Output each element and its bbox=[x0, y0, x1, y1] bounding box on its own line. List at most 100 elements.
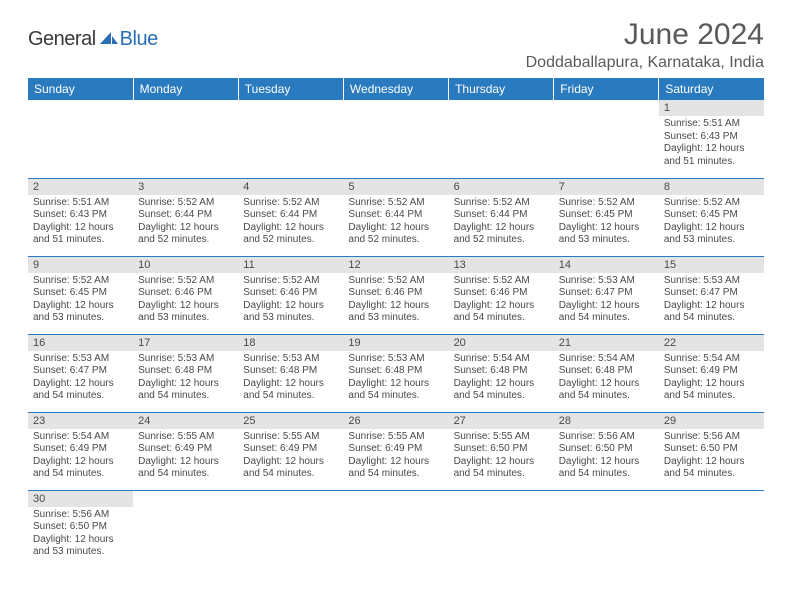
day-number: 19 bbox=[343, 335, 448, 351]
calendar-day-cell: 22Sunrise: 5:54 AMSunset: 6:49 PMDayligh… bbox=[659, 334, 764, 412]
day-number: 7 bbox=[554, 179, 659, 195]
day-number: 11 bbox=[238, 257, 343, 273]
brand-logo: General Blue bbox=[28, 18, 158, 51]
day-details: Sunrise: 5:54 AMSunset: 6:48 PMDaylight:… bbox=[449, 351, 554, 406]
day-details: Sunrise: 5:52 AMSunset: 6:46 PMDaylight:… bbox=[133, 273, 238, 328]
calendar-day-cell: 16Sunrise: 5:53 AMSunset: 6:47 PMDayligh… bbox=[28, 334, 133, 412]
calendar-day-cell: 3Sunrise: 5:52 AMSunset: 6:44 PMDaylight… bbox=[133, 178, 238, 256]
calendar-day-cell bbox=[554, 100, 659, 178]
page-header: General Blue June 2024 Doddaballapura, K… bbox=[28, 18, 764, 72]
calendar-week-row: 16Sunrise: 5:53 AMSunset: 6:47 PMDayligh… bbox=[28, 334, 764, 412]
day-details: Sunrise: 5:55 AMSunset: 6:50 PMDaylight:… bbox=[449, 429, 554, 484]
day-number: 15 bbox=[659, 257, 764, 273]
calendar-day-cell: 5Sunrise: 5:52 AMSunset: 6:44 PMDaylight… bbox=[343, 178, 448, 256]
logo-text-blue: Blue bbox=[120, 28, 158, 51]
day-details: Sunrise: 5:54 AMSunset: 6:48 PMDaylight:… bbox=[554, 351, 659, 406]
weekday-header: Sunday bbox=[28, 78, 133, 100]
calendar-day-cell: 30Sunrise: 5:56 AMSunset: 6:50 PMDayligh… bbox=[28, 490, 133, 568]
day-details: Sunrise: 5:56 AMSunset: 6:50 PMDaylight:… bbox=[554, 429, 659, 484]
calendar-day-cell bbox=[343, 490, 448, 568]
day-details: Sunrise: 5:52 AMSunset: 6:46 PMDaylight:… bbox=[238, 273, 343, 328]
calendar-day-cell: 11Sunrise: 5:52 AMSunset: 6:46 PMDayligh… bbox=[238, 256, 343, 334]
day-number: 9 bbox=[28, 257, 133, 273]
day-number: 22 bbox=[659, 335, 764, 351]
day-details: Sunrise: 5:52 AMSunset: 6:46 PMDaylight:… bbox=[343, 273, 448, 328]
day-number: 23 bbox=[28, 413, 133, 429]
calendar-day-cell bbox=[133, 100, 238, 178]
calendar-day-cell: 4Sunrise: 5:52 AMSunset: 6:44 PMDaylight… bbox=[238, 178, 343, 256]
calendar-day-cell bbox=[238, 100, 343, 178]
calendar-day-cell: 26Sunrise: 5:55 AMSunset: 6:49 PMDayligh… bbox=[343, 412, 448, 490]
day-details: Sunrise: 5:52 AMSunset: 6:44 PMDaylight:… bbox=[343, 195, 448, 250]
day-details: Sunrise: 5:54 AMSunset: 6:49 PMDaylight:… bbox=[28, 429, 133, 484]
day-details: Sunrise: 5:55 AMSunset: 6:49 PMDaylight:… bbox=[133, 429, 238, 484]
calendar-day-cell: 1Sunrise: 5:51 AMSunset: 6:43 PMDaylight… bbox=[659, 100, 764, 178]
day-details: Sunrise: 5:51 AMSunset: 6:43 PMDaylight:… bbox=[28, 195, 133, 250]
calendar-day-cell: 7Sunrise: 5:52 AMSunset: 6:45 PMDaylight… bbox=[554, 178, 659, 256]
day-details: Sunrise: 5:53 AMSunset: 6:47 PMDaylight:… bbox=[28, 351, 133, 406]
calendar-day-cell: 18Sunrise: 5:53 AMSunset: 6:48 PMDayligh… bbox=[238, 334, 343, 412]
day-details: Sunrise: 5:52 AMSunset: 6:45 PMDaylight:… bbox=[554, 195, 659, 250]
calendar-day-cell bbox=[554, 490, 659, 568]
calendar-day-cell: 8Sunrise: 5:52 AMSunset: 6:45 PMDaylight… bbox=[659, 178, 764, 256]
day-number: 18 bbox=[238, 335, 343, 351]
calendar-day-cell: 23Sunrise: 5:54 AMSunset: 6:49 PMDayligh… bbox=[28, 412, 133, 490]
calendar-day-cell bbox=[133, 490, 238, 568]
calendar-day-cell bbox=[238, 490, 343, 568]
calendar-day-cell: 14Sunrise: 5:53 AMSunset: 6:47 PMDayligh… bbox=[554, 256, 659, 334]
calendar-day-cell: 13Sunrise: 5:52 AMSunset: 6:46 PMDayligh… bbox=[449, 256, 554, 334]
weekday-header: Monday bbox=[133, 78, 238, 100]
logo-text-general: General bbox=[28, 28, 96, 51]
day-details: Sunrise: 5:53 AMSunset: 6:47 PMDaylight:… bbox=[554, 273, 659, 328]
day-number: 4 bbox=[238, 179, 343, 195]
calendar-day-cell: 10Sunrise: 5:52 AMSunset: 6:46 PMDayligh… bbox=[133, 256, 238, 334]
weekday-header: Friday bbox=[554, 78, 659, 100]
day-details: Sunrise: 5:52 AMSunset: 6:44 PMDaylight:… bbox=[238, 195, 343, 250]
day-details: Sunrise: 5:53 AMSunset: 6:48 PMDaylight:… bbox=[343, 351, 448, 406]
calendar-day-cell: 20Sunrise: 5:54 AMSunset: 6:48 PMDayligh… bbox=[449, 334, 554, 412]
calendar-week-row: 2Sunrise: 5:51 AMSunset: 6:43 PMDaylight… bbox=[28, 178, 764, 256]
day-number bbox=[28, 100, 133, 116]
calendar-day-cell: 12Sunrise: 5:52 AMSunset: 6:46 PMDayligh… bbox=[343, 256, 448, 334]
day-details: Sunrise: 5:52 AMSunset: 6:44 PMDaylight:… bbox=[449, 195, 554, 250]
calendar-day-cell: 27Sunrise: 5:55 AMSunset: 6:50 PMDayligh… bbox=[449, 412, 554, 490]
day-number bbox=[449, 100, 554, 116]
day-details: Sunrise: 5:52 AMSunset: 6:46 PMDaylight:… bbox=[449, 273, 554, 328]
day-number: 25 bbox=[238, 413, 343, 429]
day-number: 14 bbox=[554, 257, 659, 273]
day-details: Sunrise: 5:51 AMSunset: 6:43 PMDaylight:… bbox=[659, 116, 764, 171]
day-number: 16 bbox=[28, 335, 133, 351]
calendar-week-row: 1Sunrise: 5:51 AMSunset: 6:43 PMDaylight… bbox=[28, 100, 764, 178]
day-number bbox=[238, 491, 343, 507]
day-number bbox=[133, 100, 238, 116]
weekday-header: Thursday bbox=[449, 78, 554, 100]
day-number: 28 bbox=[554, 413, 659, 429]
calendar-week-row: 23Sunrise: 5:54 AMSunset: 6:49 PMDayligh… bbox=[28, 412, 764, 490]
calendar-day-cell: 15Sunrise: 5:53 AMSunset: 6:47 PMDayligh… bbox=[659, 256, 764, 334]
day-number: 24 bbox=[133, 413, 238, 429]
day-number bbox=[659, 491, 764, 507]
day-number: 17 bbox=[133, 335, 238, 351]
day-number: 8 bbox=[659, 179, 764, 195]
day-number: 30 bbox=[28, 491, 133, 507]
weekday-header: Tuesday bbox=[238, 78, 343, 100]
calendar-day-cell: 9Sunrise: 5:52 AMSunset: 6:45 PMDaylight… bbox=[28, 256, 133, 334]
calendar-day-cell bbox=[343, 100, 448, 178]
calendar-day-cell: 21Sunrise: 5:54 AMSunset: 6:48 PMDayligh… bbox=[554, 334, 659, 412]
calendar-day-cell: 25Sunrise: 5:55 AMSunset: 6:49 PMDayligh… bbox=[238, 412, 343, 490]
day-details: Sunrise: 5:56 AMSunset: 6:50 PMDaylight:… bbox=[659, 429, 764, 484]
day-number: 2 bbox=[28, 179, 133, 195]
day-details: Sunrise: 5:52 AMSunset: 6:44 PMDaylight:… bbox=[133, 195, 238, 250]
day-number bbox=[343, 100, 448, 116]
day-details: Sunrise: 5:52 AMSunset: 6:45 PMDaylight:… bbox=[659, 195, 764, 250]
calendar-day-cell: 2Sunrise: 5:51 AMSunset: 6:43 PMDaylight… bbox=[28, 178, 133, 256]
day-details: Sunrise: 5:54 AMSunset: 6:49 PMDaylight:… bbox=[659, 351, 764, 406]
day-number bbox=[554, 491, 659, 507]
day-number: 21 bbox=[554, 335, 659, 351]
month-title: June 2024 bbox=[526, 18, 764, 52]
day-number: 13 bbox=[449, 257, 554, 273]
day-number bbox=[133, 491, 238, 507]
location-subtitle: Doddaballapura, Karnataka, India bbox=[526, 54, 764, 72]
day-number bbox=[343, 491, 448, 507]
day-number bbox=[449, 491, 554, 507]
